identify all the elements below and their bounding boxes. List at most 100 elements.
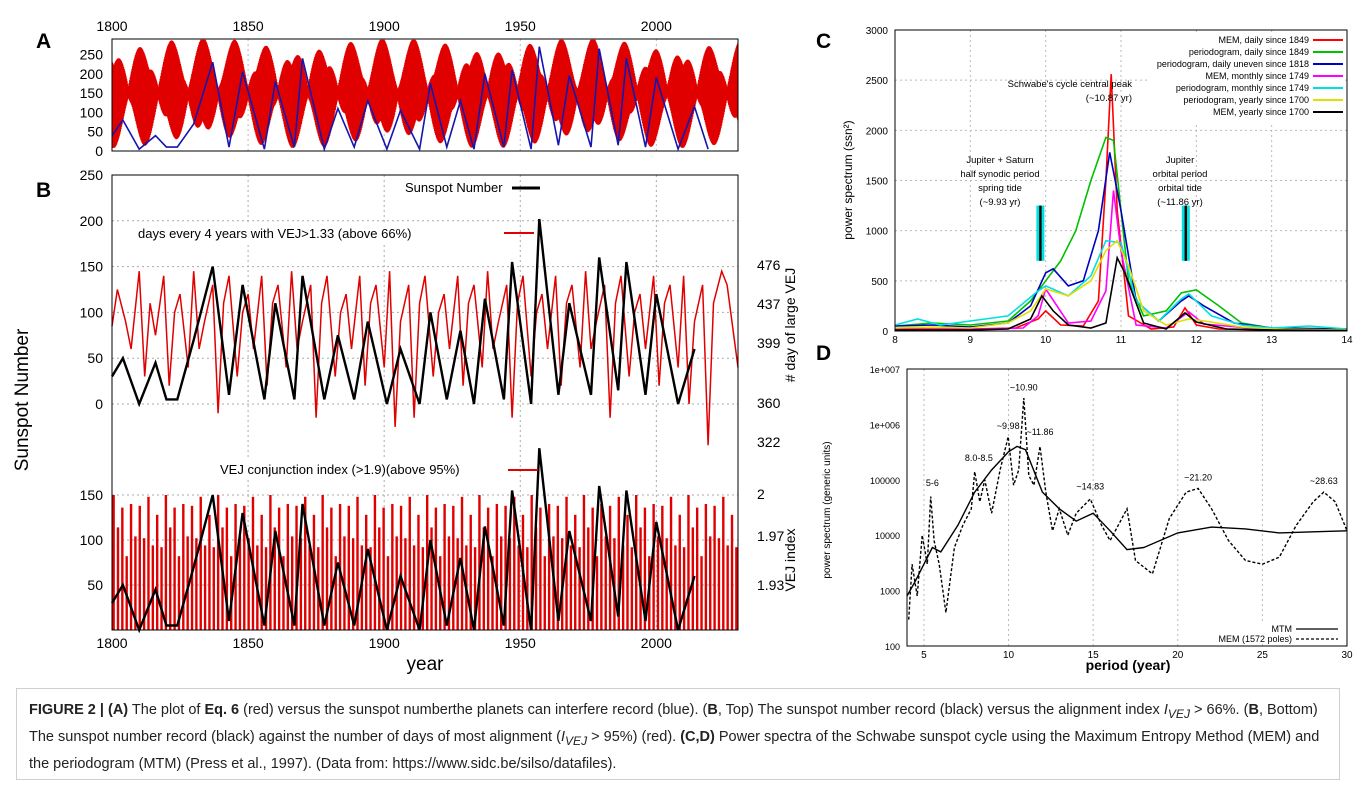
b-xtick-label: 1850 xyxy=(233,635,264,651)
vej-bar xyxy=(208,514,211,630)
c-marker-line xyxy=(1184,205,1187,261)
vej-bar xyxy=(190,505,194,630)
vej-bar xyxy=(391,504,394,630)
panel-a: A 1800 1850 1900 1950 2000 0 50 100 150 200 250 xyxy=(36,18,739,159)
vej-bar xyxy=(626,514,629,630)
vej-bar xyxy=(382,507,385,630)
vej-bar xyxy=(295,505,298,630)
vej-bar xyxy=(412,545,416,630)
vej-bar xyxy=(182,504,185,630)
d-xtick-label: 30 xyxy=(1341,650,1353,661)
vej-bar xyxy=(264,547,268,630)
c-ylabel: power spectrum (ssn²) xyxy=(841,120,855,239)
vej-bar xyxy=(639,527,642,630)
vej-bar xyxy=(378,527,381,630)
b-ytick-label: 150 xyxy=(80,259,104,275)
vej-bar xyxy=(504,505,507,630)
d-xtick-label: 20 xyxy=(1172,650,1184,661)
caption-cd: (C,D) xyxy=(680,728,715,745)
vej-bar xyxy=(695,507,699,630)
vej-bar xyxy=(469,514,472,630)
c-annotation: Schwabe's cycle central peak xyxy=(1008,79,1133,90)
vej-bar xyxy=(530,495,533,630)
vej-bar xyxy=(543,556,546,630)
d-xtick-label: 5 xyxy=(921,650,927,661)
b-y2tick-label: 322 xyxy=(757,434,781,450)
panel-d: D 5 10 15 20 25 30 100 1000 10000 100000 1e+006 1e+… xyxy=(816,342,1353,673)
b-ytick-label: 0 xyxy=(95,396,103,412)
c-ytick-label: 0 xyxy=(882,327,888,338)
vej-bar xyxy=(517,545,520,630)
c-marker-line xyxy=(1039,205,1042,261)
a-ytick-label: 150 xyxy=(80,85,104,101)
vej-bar xyxy=(351,538,355,630)
vej-bar xyxy=(665,538,668,630)
vej-bar xyxy=(491,556,494,630)
vej-bar xyxy=(151,545,155,630)
vej-bar xyxy=(452,505,455,630)
caption-a: (A) xyxy=(108,702,129,718)
vej-bar xyxy=(709,536,712,630)
vej-bar xyxy=(687,495,690,630)
c-legend-label: periodogram, monthly since 1749 xyxy=(1176,83,1309,93)
b-ytick-label: 150 xyxy=(80,487,104,503)
a-ytick-label: 200 xyxy=(80,66,104,82)
vej-bar xyxy=(277,507,281,630)
d-annotation: 5-6 xyxy=(926,478,939,488)
caption-t4: > 66%. ( xyxy=(1190,702,1249,718)
vej-bar xyxy=(199,496,202,630)
caption-t3: , Top) The sunspot number record (black)… xyxy=(717,702,1164,718)
c-ytick-label: 1000 xyxy=(866,227,889,238)
vej-bar xyxy=(186,536,189,630)
vej-bar xyxy=(134,536,137,630)
a-ytick-label: 100 xyxy=(80,104,104,120)
a-ytick-label: 250 xyxy=(80,46,104,62)
c-legend-label: periodogram, daily uneven since 1818 xyxy=(1157,59,1309,69)
vej-bar xyxy=(661,505,664,630)
b-xlabel: year xyxy=(407,654,445,675)
c-xtick-label: 13 xyxy=(1266,335,1278,346)
vej-bar xyxy=(713,505,716,630)
vej-bar xyxy=(674,545,677,630)
vej-bar xyxy=(526,547,529,630)
vej-bar xyxy=(495,504,499,630)
a-xtick-label: 1800 xyxy=(96,18,127,34)
c-legend-label: MEM, monthly since 1749 xyxy=(1205,71,1309,81)
vej-bar xyxy=(600,504,603,630)
c-annotation: half synodic period xyxy=(960,169,1039,180)
vej-bar xyxy=(656,536,660,630)
vej-bar xyxy=(482,527,485,630)
legend-mtm-label: MTM xyxy=(1272,624,1293,634)
vej-bar xyxy=(173,507,176,630)
vej-bar xyxy=(365,514,368,630)
d-annotation: 8.0-8.5 xyxy=(965,453,993,463)
c-annotation: Jupiter xyxy=(1166,155,1195,166)
vej-bar xyxy=(116,527,120,630)
c-legend-label: MEM, daily since 1849 xyxy=(1218,35,1309,45)
panel-label-c: C xyxy=(816,30,831,53)
d-ytick-label: 10000 xyxy=(875,531,900,541)
vej-bar xyxy=(203,545,207,630)
vej-bar xyxy=(513,496,516,630)
vej-bar xyxy=(556,505,560,630)
vej-bar xyxy=(160,547,163,630)
vej-bar xyxy=(395,536,398,630)
c-ytick-label: 3000 xyxy=(866,26,889,37)
c-series-line xyxy=(894,136,1348,330)
a-blue-series xyxy=(111,46,709,152)
b-y2tick-label: 360 xyxy=(757,395,781,411)
vej-bar xyxy=(447,536,451,630)
vej-bar xyxy=(164,495,168,630)
c-series-line xyxy=(895,74,1348,332)
vej-bar xyxy=(321,495,324,630)
panel-label-d: D xyxy=(816,342,831,365)
caption-t5: , Bottom) The sunspot number record (bla… xyxy=(29,702,1318,745)
c-annotation: (~10.87 yr) xyxy=(1086,93,1132,104)
vej-bar xyxy=(347,505,350,630)
vej-bar xyxy=(722,496,725,630)
b-ytick-label: 100 xyxy=(80,304,104,320)
vej-bar xyxy=(142,538,146,630)
vej-bar xyxy=(399,505,403,630)
b-ssn-top-series xyxy=(110,218,696,408)
panel-c: C 8 9 10 11 12 13 14 0 500 1000 1500 2000 2500 3000 S… xyxy=(816,26,1353,346)
